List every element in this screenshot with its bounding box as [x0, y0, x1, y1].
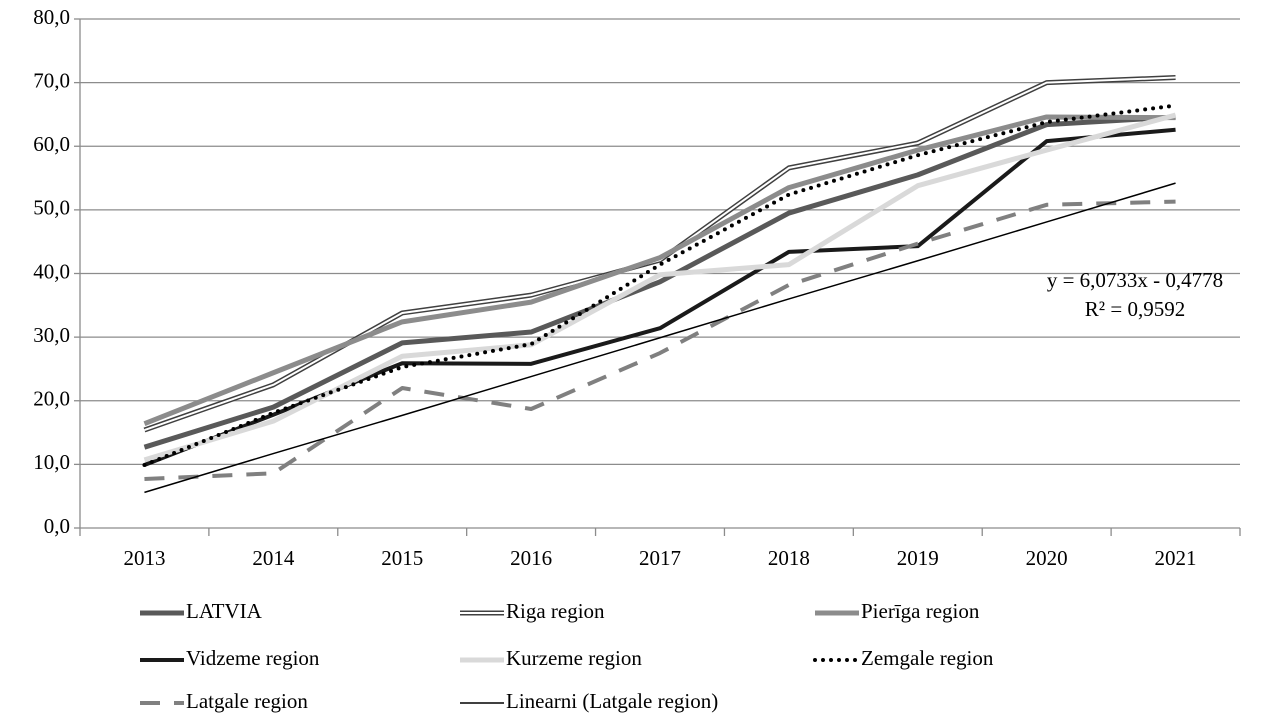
line-series	[143, 127, 1176, 467]
legend-label: Latgale region	[186, 689, 308, 713]
line-series	[144, 182, 1176, 494]
legend-label: Pierīga region	[861, 599, 980, 623]
x-tick-label: 2017	[639, 546, 681, 570]
y-tick-label: 50,0	[33, 196, 70, 220]
x-tick-label: 2015	[381, 546, 423, 570]
line-series	[143, 114, 1176, 426]
legend-label: Vidzeme region	[186, 646, 320, 670]
trend-r-squared: R² = 0,9592	[1085, 297, 1185, 321]
legend-label: Riga region	[506, 599, 605, 623]
y-tick-label: 40,0	[33, 259, 70, 283]
legend-label: Linearni (Latgale region)	[506, 689, 718, 713]
line-series	[143, 112, 1177, 463]
x-tick-label: 2016	[510, 546, 552, 570]
line-core	[144, 76, 1176, 431]
x-tick-label: 2013	[123, 546, 165, 570]
x-tick-label: 2020	[1026, 546, 1068, 570]
x-tick-label: 2018	[768, 546, 810, 570]
y-tick-label: 0,0	[44, 514, 70, 538]
y-tick-label: 30,0	[33, 323, 70, 347]
trend-equation: y = 6,0733x - 0,4778	[1047, 268, 1223, 292]
line-series	[142, 103, 1178, 468]
y-tick-label: 80,0	[33, 5, 70, 29]
line-series	[143, 114, 1176, 450]
x-tick-label: 2014	[252, 546, 295, 570]
y-tick-label: 60,0	[33, 132, 70, 156]
y-tick-label: 20,0	[33, 387, 70, 411]
y-tick-label: 70,0	[33, 68, 70, 92]
legend-label: Zemgale region	[861, 646, 994, 670]
y-tick-label: 10,0	[33, 450, 70, 474]
plot: 0,0 10,0 20,0 30,0 40,0 50,0 60,0 70,0 80,0 2013 2…	[33, 5, 1241, 713]
x-tick-label: 2021	[1155, 546, 1197, 570]
line-series	[143, 75, 1176, 433]
legend-label: LATVIA	[186, 599, 263, 623]
legend-label: Kurzeme region	[506, 646, 642, 670]
x-tick-label: 2019	[897, 546, 939, 570]
line-series	[144, 199, 1176, 482]
